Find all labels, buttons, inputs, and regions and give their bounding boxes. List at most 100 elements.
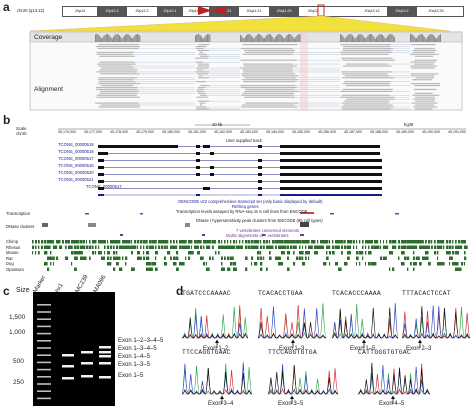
read [410,73,439,75]
conservation-block [89,256,91,260]
read [242,53,294,55]
conservation-block [290,240,294,244]
read [195,81,207,83]
read [242,69,293,71]
conservation-block [356,245,358,249]
conservation-block [137,245,139,249]
conservation-block [284,245,287,249]
conservation-block [455,267,458,271]
read [344,100,390,102]
conservation-block [317,240,319,244]
conservation-block [212,245,214,249]
coverage-bar [349,34,351,42]
conservation-block [314,245,318,249]
conservation-block [104,251,106,255]
conservation-block [74,245,77,249]
junction-arrowhead [215,339,219,343]
conservation-block [362,256,364,260]
junction-label: Exon 3–5 [278,401,304,407]
trace-line [357,363,431,395]
conservation-block [155,256,157,260]
read [196,88,204,91]
coverage-bar [422,34,423,42]
read [196,96,209,98]
coverage-bar [267,34,269,42]
coverage-bar [97,34,99,42]
conservation-block [428,240,431,244]
conservation-block [356,262,358,266]
read [98,65,133,67]
read [197,63,210,65]
read [98,77,138,79]
conservation-block [251,256,254,260]
coverage-bar [423,35,425,42]
conservation-block [278,240,282,244]
conservation-block [230,240,232,244]
conservation-block [74,240,78,244]
conservation-block [137,256,141,260]
conservation-block [260,267,263,271]
read [340,51,393,53]
read [415,77,434,79]
read [415,104,435,106]
conservation-block [245,256,248,260]
conservation-block [374,262,377,266]
trace-line [181,313,249,339]
conservation-block [356,256,359,260]
conservation-block [137,251,140,255]
conservation-block [77,240,80,244]
conservation-block [458,240,461,244]
conservation-block [431,245,433,249]
read [242,79,299,81]
conservation-block [359,262,361,266]
coverage-bar [374,38,376,42]
conservation-block [410,240,414,244]
conservation-block [80,256,84,260]
conservation-block [137,240,140,244]
read [200,84,210,87]
read [100,73,140,75]
trace-line [181,362,253,395]
conservation-block [167,245,169,249]
ladder-band [37,347,51,349]
ideogram-band: 20q13.33 [417,7,455,16]
read [341,102,389,104]
conservation-block [89,240,91,244]
conservation-block [359,251,363,255]
read [96,94,137,96]
read [343,81,392,83]
ideogram-band: 20q12 [299,7,327,16]
conservation-block [413,267,415,271]
coverage-bar [203,37,205,42]
conservation-block [47,267,50,271]
conservation-block [434,251,437,255]
coverage-bar [132,38,134,42]
ladder-band [37,383,51,385]
conservation-block [287,240,290,244]
coverage-bar [278,34,280,42]
coverage-bar [262,37,264,42]
conservation-block [353,245,355,249]
conservation-block [446,245,449,249]
conservation-block [92,240,96,244]
exon [203,187,210,190]
conservation-block [197,245,199,249]
conservation-block [110,240,114,244]
exon [258,187,262,190]
coverage-bar [111,38,113,42]
coverage-bar [377,35,379,42]
conservation-block [263,245,265,249]
conservation-block [134,240,137,244]
conservation-block [266,240,269,244]
read [242,63,293,65]
coordinate-tick-label: 45,177,000 [84,130,102,134]
conservation-block [332,240,334,244]
conservation-block [152,262,156,266]
conservation-block [434,245,437,249]
coverage-bar [288,34,289,42]
conservation-block [92,251,95,255]
coverage-bar [109,35,111,42]
coverage-bar [102,37,104,42]
conservation-block [212,240,216,244]
conservation-block [329,245,331,249]
